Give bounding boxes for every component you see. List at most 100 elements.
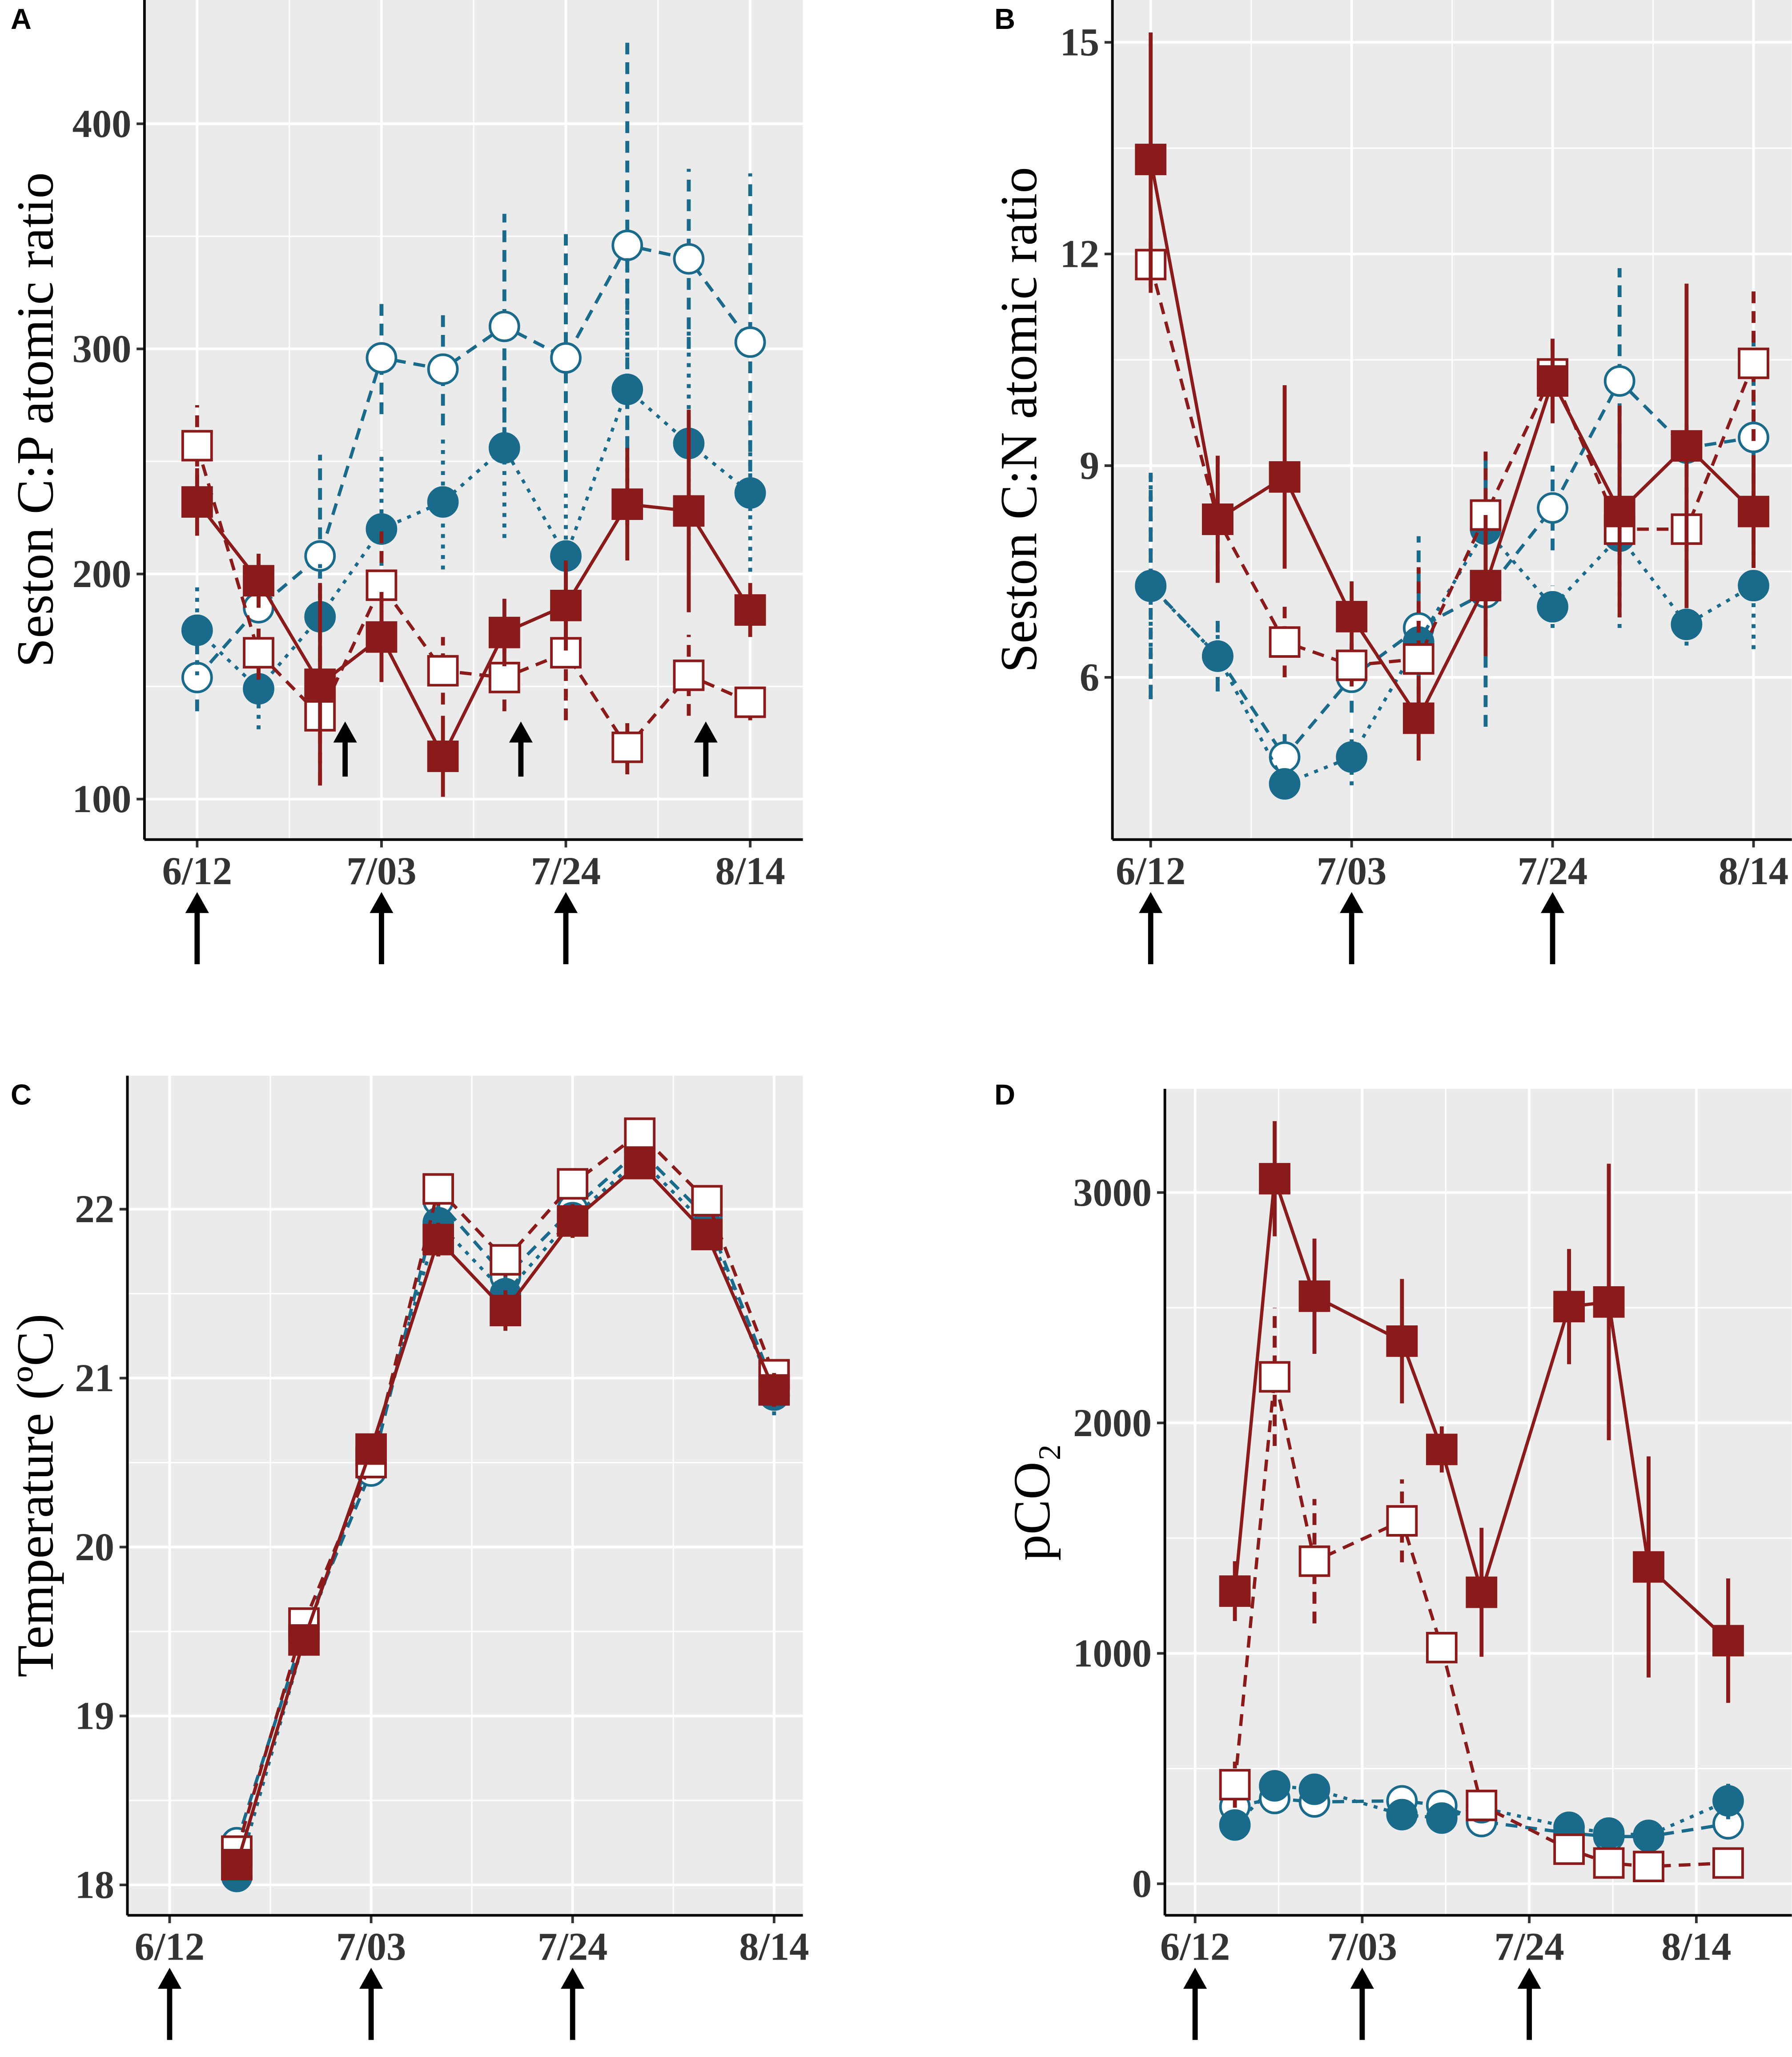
point [1426,1632,1458,1663]
series-line [1149,159,1755,722]
point [1553,1291,1585,1323]
point [1336,741,1368,773]
point [611,374,643,405]
point [1537,591,1568,623]
arrow-head [1183,1968,1207,1989]
point [488,661,520,693]
point [1712,1625,1744,1657]
point [550,342,582,374]
series-line [1233,1376,1728,1868]
x-tick-label: 6/12 [1160,1925,1230,1969]
point [1603,365,1635,397]
point [1219,1809,1251,1841]
point [1593,1817,1625,1849]
y-axis-label: Seston C:P atomic ratio [6,172,64,667]
point [488,432,520,464]
arrow-head [561,1968,585,1989]
y-axis-label: Temperature (ºC) [6,1314,64,1678]
point [611,488,643,520]
point [1135,144,1167,175]
point [304,668,336,700]
y-tick-label: 0 [1132,1862,1152,1906]
point [1470,570,1502,602]
panel-label: B [994,3,1015,35]
point [1202,503,1234,535]
point [1603,495,1635,527]
point [422,1173,454,1205]
series-line [195,445,751,750]
point [1593,1847,1625,1879]
y-tick-label: 19 [75,1695,114,1738]
series-line [1149,264,1755,667]
point [734,326,766,358]
point [1298,1280,1330,1312]
point [1537,492,1568,524]
point [288,1624,320,1656]
series-line [1234,1797,1729,1838]
point [1259,1361,1290,1393]
y-tick-label: 12 [1060,233,1099,276]
y-tick-label: 22 [75,1188,114,1231]
point [673,659,705,691]
point [673,495,705,527]
point [1712,1785,1744,1817]
point [1537,365,1568,397]
series-line [1149,526,1755,786]
point [1259,1163,1290,1195]
x-tick-label: 7/24 [538,1925,607,1969]
y-tick-label: 1000 [1073,1632,1152,1675]
point [181,661,213,693]
arrow-head [1340,892,1364,913]
point [734,477,766,509]
arrow-head [1517,1968,1541,1989]
point [1269,768,1301,800]
point [1466,1576,1498,1608]
point [1269,461,1301,493]
x-tick-label: 8/14 [739,1925,809,1969]
x-tick-label: 7/24 [531,849,601,893]
y-tick-label: 300 [72,327,132,371]
arrow-head [359,1968,383,1989]
point [490,1295,522,1327]
x-tick-label: 7/24 [1518,849,1587,893]
x-tick-label: 7/03 [336,1925,406,1969]
point [1202,640,1234,672]
point [1426,1433,1458,1465]
point [1712,1847,1744,1879]
x-tick-label: 8/14 [1661,1925,1731,1969]
point [734,594,766,626]
point [427,741,459,772]
point [427,353,459,385]
point [691,1185,723,1217]
y-axis-label: pCO₂ [1003,1443,1061,1561]
point [673,243,705,275]
point [1386,1325,1418,1357]
point [1336,601,1368,632]
series-line [1149,378,1754,760]
series-line [1234,1784,1729,1837]
x-tick-label: 7/03 [346,849,416,893]
panel-label: C [11,1079,32,1111]
panel-label: A [11,3,32,35]
arrow-head [157,1968,182,1989]
arrow-head [185,892,209,913]
x-tick-label: 8/14 [1719,849,1788,893]
point [1298,1545,1330,1577]
point [243,565,274,597]
point [691,1219,723,1251]
y-tick-label: 21 [75,1357,114,1400]
y-tick-label: 9 [1080,444,1099,487]
point [1135,570,1167,602]
point [1336,649,1368,681]
point [1633,1851,1664,1883]
x-tick-label: 6/12 [1116,849,1185,893]
point [624,1147,656,1179]
arrow-head [1350,1968,1374,1989]
point [181,614,213,646]
y-tick-label: 2000 [1073,1401,1152,1445]
point [1259,1770,1290,1802]
point [422,1224,454,1256]
arrow-head [1139,892,1163,913]
series-line [196,243,752,679]
